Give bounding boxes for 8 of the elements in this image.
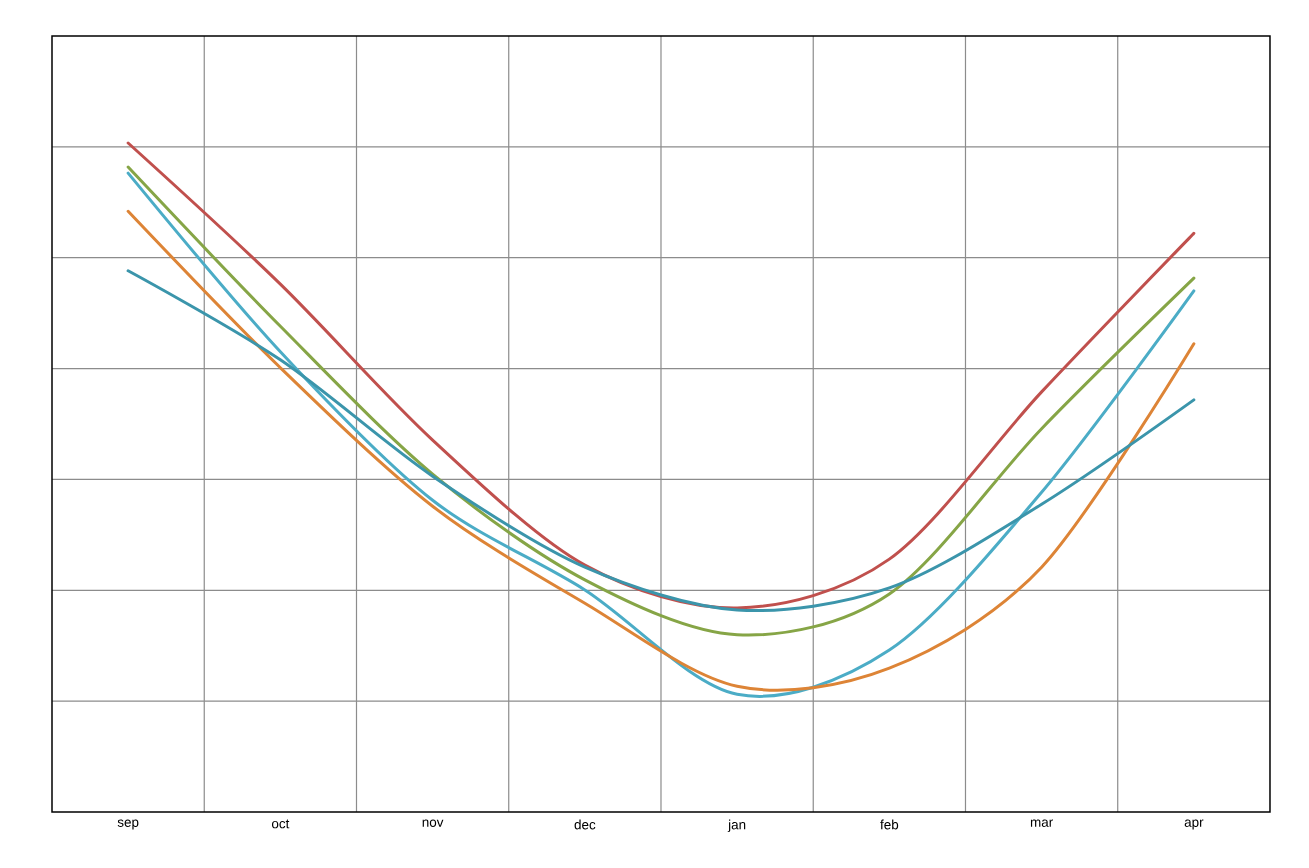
x-tick-label: mar	[1030, 819, 1053, 827]
x-tick-label: nov	[422, 819, 444, 827]
x-tick-label: feb	[880, 819, 899, 830]
x-tick-label: oct	[271, 819, 290, 829]
x-tick-label: jan	[727, 819, 746, 833]
x-tick-label: apr	[1184, 819, 1204, 830]
x-tick-label: sep	[117, 819, 139, 830]
x-tick-label: dec	[574, 819, 596, 830]
